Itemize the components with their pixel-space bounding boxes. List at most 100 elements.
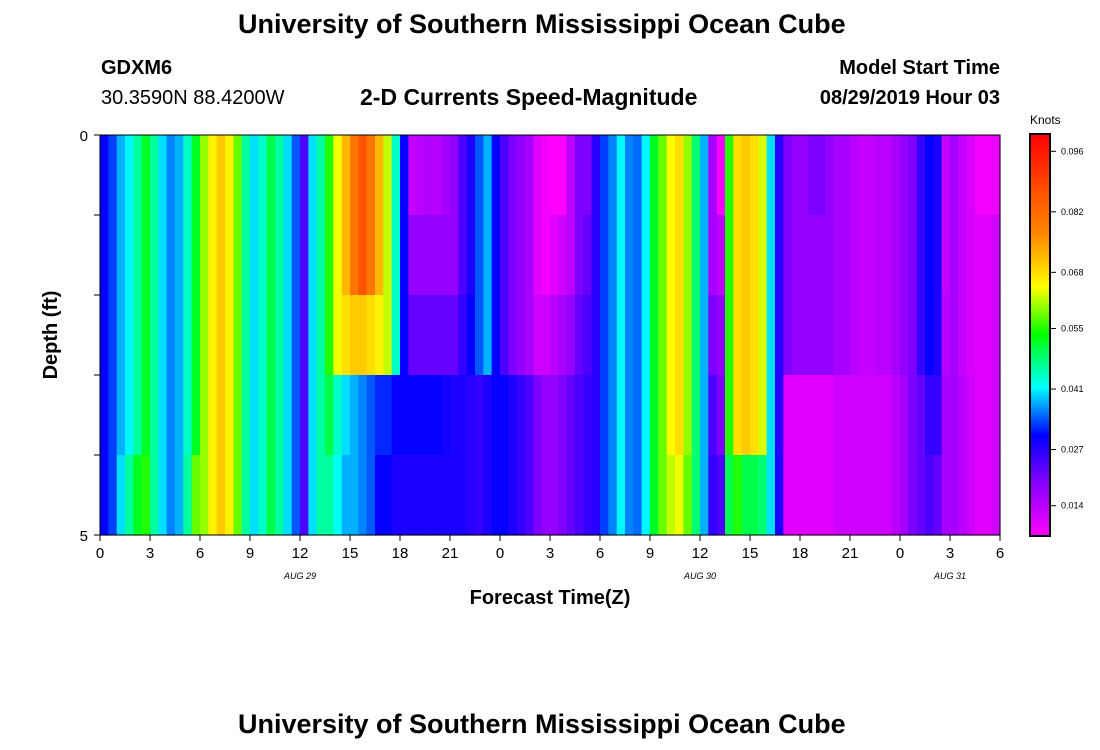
heatmap-cell [733,375,743,456]
heatmap-cell [391,215,401,296]
heatmap-cell [175,295,184,376]
heatmap-cell [566,295,576,376]
heatmap-cell [708,135,718,216]
heatmap-cell [275,455,284,536]
heatmap-cell [300,455,309,536]
heatmap-cell [616,375,626,456]
heatmap-cell [583,455,593,536]
heatmap-cell [750,215,759,296]
heatmap-cell [500,295,509,376]
heatmap-cell [208,135,218,216]
heatmap-cell [708,215,718,296]
heatmap-cell [325,375,334,456]
heatmap-cell [916,135,926,216]
heatmap-cell [125,215,134,296]
heatmap-cell [958,295,968,376]
heatmap-cell [183,295,193,376]
heatmap-cell [908,215,918,296]
heatmap-cell [941,215,951,296]
heatmap-cell [450,215,459,296]
heatmap-cell [225,215,234,296]
station-location: 30.3590N 88.4200W [101,87,285,109]
heatmap-cell [100,215,109,296]
colorbar-tick-label: 0.082 [1061,207,1084,217]
heatmap-cell [108,455,118,536]
heatmap-cell [666,295,676,376]
heatmap-cell [600,135,609,216]
heatmap-cell [500,215,509,296]
heatmap-cell [891,455,901,536]
heatmap-cell [608,135,618,216]
heatmap-cell [850,135,859,216]
heatmap-cell [133,455,143,536]
heatmap-cell [625,455,634,536]
heatmap-cell [733,455,743,536]
heatmap-cell [375,375,384,456]
heatmap-cell [383,455,393,536]
heatmap-cell [658,135,668,216]
heatmap-cell [100,455,109,536]
heatmap-cell [275,215,284,296]
heatmap-cell [433,135,443,216]
heatmap-cell [383,215,393,296]
heatmap-cell [958,455,968,536]
heatmap-chart: 0 3 6 9 12 15 18 21 0 3 6 9 12 15 18 21 0 3 6 AUG 29 AUG 30 A… [40,113,1084,609]
x-tick-label: 9 [246,545,254,562]
heatmap-cell [675,135,684,216]
heatmap-cell [325,455,334,536]
heatmap-cell [333,215,343,296]
heatmap-cell [725,215,734,296]
heatmap-cell [566,135,576,216]
heatmap-cell [675,455,684,536]
heatmap-cell [491,375,501,456]
heatmap-cell [983,455,993,536]
heatmap-cell [858,455,868,536]
heatmap-cell [558,455,568,536]
heatmap-cell [516,375,526,456]
heatmap-cell [875,375,884,456]
heatmap-cell [225,455,234,536]
heatmap-cell [566,375,576,456]
heatmap-cell [500,135,509,216]
heatmap-cell [366,375,376,456]
heatmap-cell [850,295,859,376]
heatmap-cell [250,455,259,536]
x-tick-label: 6 [996,545,1004,562]
heatmap-cell [908,455,918,536]
heatmap-cell [233,295,243,376]
heatmap-cell [691,215,701,296]
x-tick-label: 21 [442,545,459,562]
x-tick-label: 18 [392,545,409,562]
footer-title: University of Southern Mississippi Ocean… [238,709,846,739]
heatmap-cell [641,295,651,376]
heatmap-cell [975,455,984,536]
heatmap-cell [908,295,918,376]
date-label: AUG 31 [933,571,966,581]
heatmap-cell [450,375,459,456]
colorbar-tick-label: 0.096 [1061,146,1084,156]
heatmap-cell [975,295,984,376]
heatmap-cell [758,375,768,456]
heatmap-cell [991,375,1001,456]
heatmap-cell [841,295,851,376]
heatmap-cell [591,295,601,376]
heatmap-cell [833,295,843,376]
heatmap-cell [808,375,818,456]
heatmap-cell [908,375,918,456]
heatmap-cell [141,455,151,536]
heatmap-cell [458,135,468,216]
heatmap-cell [691,375,701,456]
heatmap-cell [216,375,226,456]
heatmap-cell [416,295,426,376]
heatmap-cell [650,295,659,376]
heatmap-cell [625,295,634,376]
heatmap-cell [400,295,409,376]
heatmap-cell [291,215,301,296]
heatmap-cell [133,295,143,376]
heatmap-cell [233,455,243,536]
heatmap-cell [408,375,418,456]
heatmap-cell [883,455,893,536]
heatmap-cell [975,375,984,456]
heatmap-cell [150,135,159,216]
heatmap-cell [191,215,201,296]
